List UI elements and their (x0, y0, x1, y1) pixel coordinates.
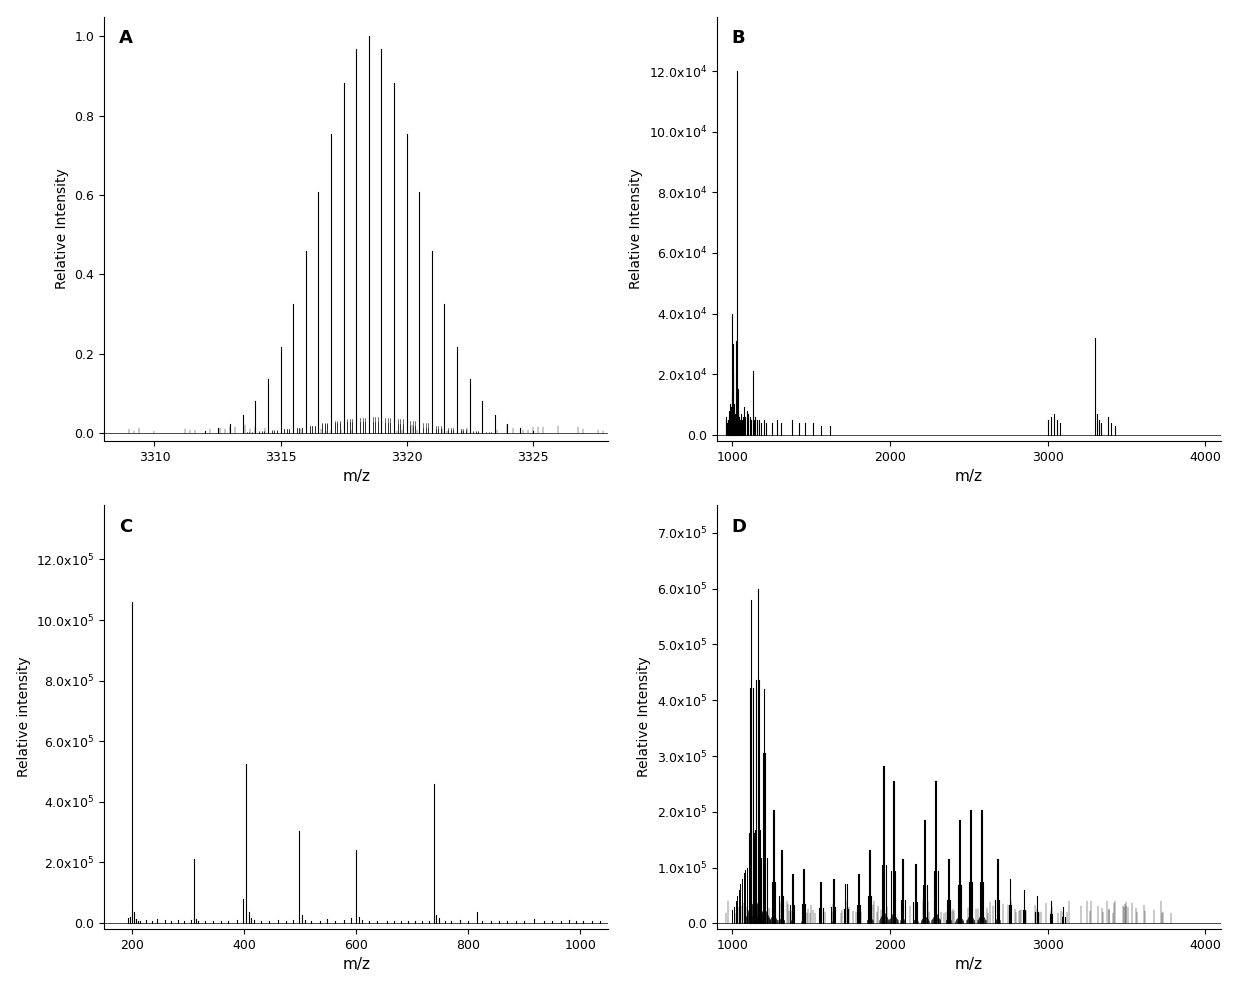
Text: C: C (119, 517, 133, 536)
X-axis label: m/z: m/z (955, 469, 983, 484)
X-axis label: m/z: m/z (955, 957, 983, 972)
X-axis label: m/z: m/z (342, 469, 371, 484)
Y-axis label: Relative Intensity: Relative Intensity (55, 168, 68, 289)
X-axis label: m/z: m/z (342, 957, 371, 972)
Text: B: B (732, 30, 745, 47)
Y-axis label: Relative intensity: Relative intensity (16, 657, 31, 777)
Y-axis label: Relative Intensity: Relative Intensity (629, 168, 644, 289)
Text: A: A (119, 30, 133, 47)
Text: D: D (732, 517, 746, 536)
Y-axis label: Relative Intensity: Relative Intensity (637, 657, 651, 777)
